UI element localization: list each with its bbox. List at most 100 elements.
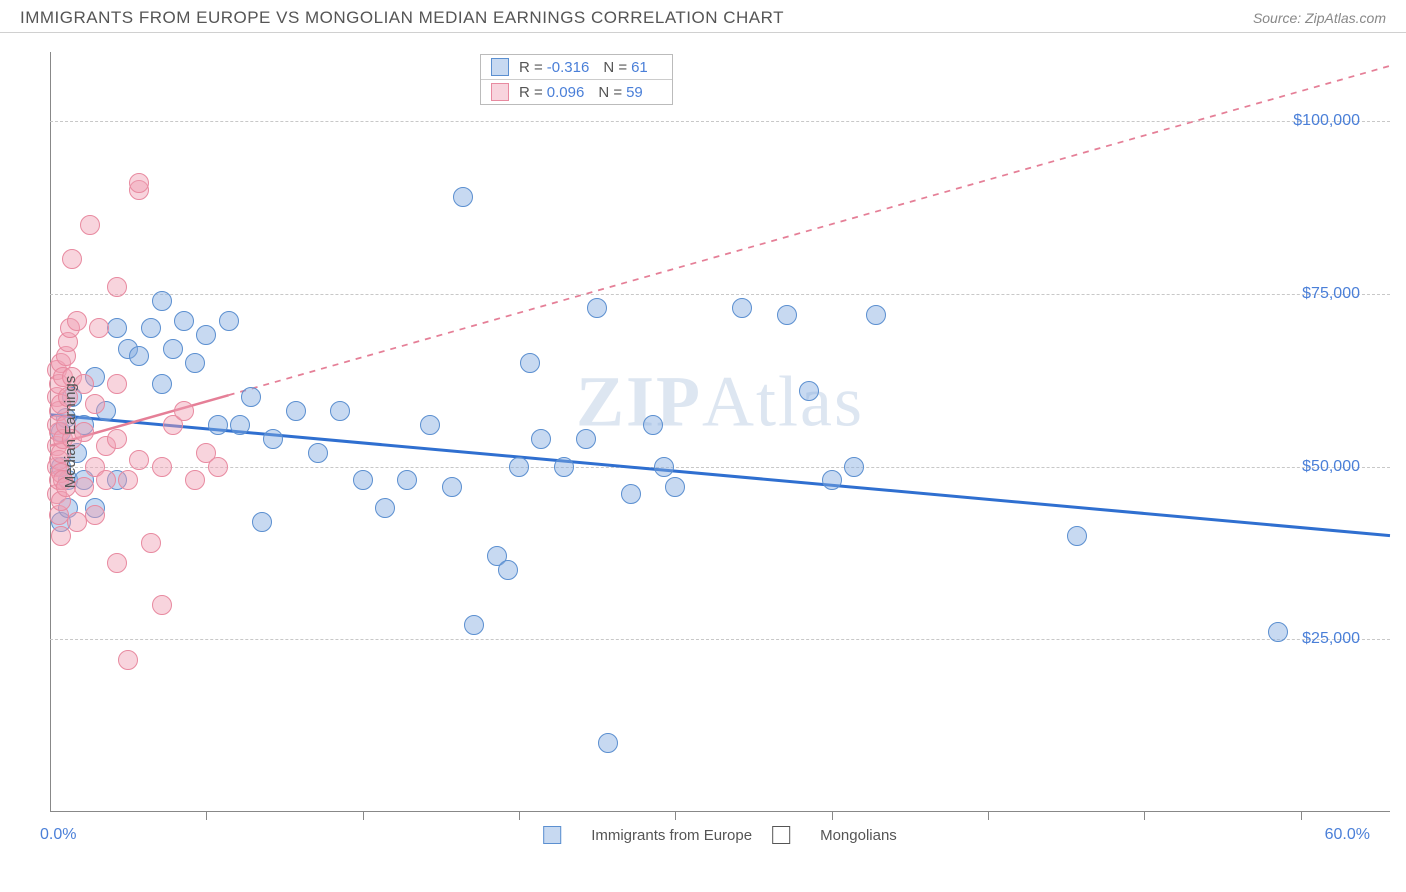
source-prefix: Source:: [1253, 10, 1305, 26]
n-value-mongolians: 59: [626, 84, 643, 101]
data-point-europe: [598, 733, 618, 753]
data-point-europe: [397, 470, 417, 490]
data-point-europe: [464, 615, 484, 635]
data-point-europe: [621, 484, 641, 504]
r-value-mongolians: 0.096: [547, 84, 585, 101]
data-point-mongolians: [96, 470, 116, 490]
data-point-mongolians: [89, 318, 109, 338]
data-point-europe: [554, 457, 574, 477]
data-point-mongolians: [118, 470, 138, 490]
data-point-europe: [330, 401, 350, 421]
data-point-mongolians: [208, 457, 228, 477]
data-point-europe: [375, 498, 395, 518]
x-tick: [675, 812, 676, 820]
chart-plot-area: ZIPAtlas $25,000$50,000$75,000$100,000 M…: [50, 52, 1390, 812]
data-point-europe: [129, 346, 149, 366]
data-point-europe: [643, 415, 663, 435]
data-point-europe: [1268, 622, 1288, 642]
r-value-europe: -0.316: [547, 59, 590, 76]
data-point-mongolians: [152, 457, 172, 477]
data-point-europe: [844, 457, 864, 477]
data-point-europe: [241, 387, 261, 407]
data-point-europe: [587, 298, 607, 318]
legend-swatch-europe: [543, 826, 561, 844]
data-point-mongolians: [107, 553, 127, 573]
chart-title: IMMIGRANTS FROM EUROPE VS MONGOLIAN MEDI…: [20, 8, 784, 28]
trend-line-dashed-mongolians: [229, 66, 1390, 395]
data-point-mongolians: [67, 311, 87, 331]
data-point-europe: [509, 457, 529, 477]
data-point-mongolians: [62, 249, 82, 269]
data-point-europe: [498, 560, 518, 580]
x-axis-label-max: 60.0%: [1325, 826, 1370, 844]
data-point-europe: [866, 305, 886, 325]
data-point-mongolians: [107, 374, 127, 394]
data-point-europe: [777, 305, 797, 325]
data-point-europe: [1067, 526, 1087, 546]
data-point-mongolians: [107, 277, 127, 297]
data-point-mongolians: [129, 450, 149, 470]
data-point-europe: [308, 443, 328, 463]
data-point-europe: [141, 318, 161, 338]
data-point-europe: [531, 429, 551, 449]
y-axis-title: Median Earnings: [62, 376, 79, 489]
data-point-mongolians: [51, 526, 71, 546]
data-point-mongolians: [107, 429, 127, 449]
data-point-europe: [420, 415, 440, 435]
x-tick: [1144, 812, 1145, 820]
data-point-mongolians: [129, 173, 149, 193]
data-point-mongolians: [141, 533, 161, 553]
legend-label-europe: Immigrants from Europe: [591, 827, 752, 844]
x-tick: [1301, 812, 1302, 820]
data-point-europe: [799, 381, 819, 401]
data-point-europe: [152, 374, 172, 394]
r-label: R =: [519, 59, 543, 76]
source-name: ZipAtlas.com: [1305, 10, 1386, 26]
data-point-europe: [208, 415, 228, 435]
data-point-europe: [230, 415, 250, 435]
data-point-europe: [353, 470, 373, 490]
data-point-europe: [252, 512, 272, 532]
data-point-europe: [174, 311, 194, 331]
x-tick: [832, 812, 833, 820]
data-point-europe: [107, 318, 127, 338]
data-point-europe: [442, 477, 462, 497]
data-point-mongolians: [85, 505, 105, 525]
data-point-europe: [654, 457, 674, 477]
x-tick: [363, 812, 364, 820]
data-point-mongolians: [80, 215, 100, 235]
stats-row-mongolians: R = 0.096 N = 59: [481, 80, 672, 104]
stats-legend-box: R = -0.316 N = 61 R = 0.096 N = 59: [480, 54, 673, 105]
data-point-europe: [219, 311, 239, 331]
data-point-europe: [520, 353, 540, 373]
data-point-europe: [665, 477, 685, 497]
x-tick: [519, 812, 520, 820]
trend-line-europe: [50, 415, 1390, 536]
stats-row-europe: R = -0.316 N = 61: [481, 55, 672, 80]
data-point-mongolians: [85, 394, 105, 414]
chart-source: Source: ZipAtlas.com: [1253, 10, 1386, 26]
data-point-mongolians: [118, 650, 138, 670]
trend-lines-svg: [50, 52, 1390, 812]
data-point-europe: [163, 339, 183, 359]
legend-swatch-mongolians: [772, 826, 790, 844]
x-tick: [988, 812, 989, 820]
x-tick: [206, 812, 207, 820]
r-label: R =: [519, 84, 543, 101]
chart-header: IMMIGRANTS FROM EUROPE VS MONGOLIAN MEDI…: [0, 0, 1406, 33]
x-axis-label-min: 0.0%: [40, 826, 76, 844]
swatch-mongolians: [491, 83, 509, 101]
data-point-europe: [152, 291, 172, 311]
data-point-mongolians: [152, 595, 172, 615]
data-point-mongolians: [174, 401, 194, 421]
data-point-europe: [196, 325, 216, 345]
data-point-mongolians: [185, 470, 205, 490]
n-value-europe: 61: [631, 59, 648, 76]
data-point-europe: [822, 470, 842, 490]
data-point-europe: [185, 353, 205, 373]
data-point-europe: [576, 429, 596, 449]
n-label: N =: [598, 84, 622, 101]
data-point-europe: [286, 401, 306, 421]
legend-label-mongolians: Mongolians: [820, 827, 897, 844]
data-point-europe: [453, 187, 473, 207]
